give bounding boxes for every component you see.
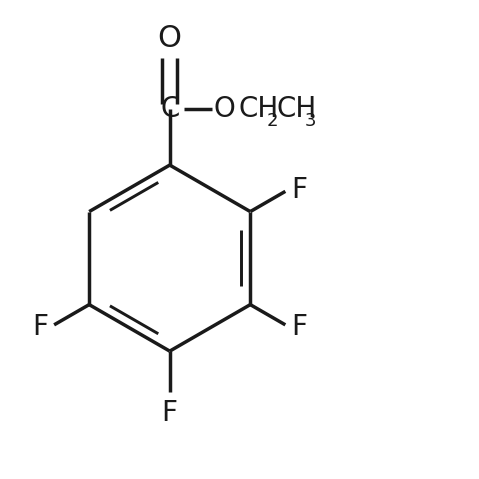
Text: CH: CH — [238, 95, 278, 123]
Text: F: F — [33, 313, 48, 341]
Text: F: F — [291, 313, 307, 341]
Text: 2: 2 — [267, 112, 278, 130]
Text: C: C — [160, 95, 180, 123]
Text: 3: 3 — [305, 112, 317, 130]
Text: F: F — [162, 399, 178, 427]
Text: O: O — [158, 24, 182, 54]
Text: F: F — [291, 175, 307, 204]
Text: CH: CH — [276, 95, 317, 123]
Text: O: O — [214, 95, 236, 123]
